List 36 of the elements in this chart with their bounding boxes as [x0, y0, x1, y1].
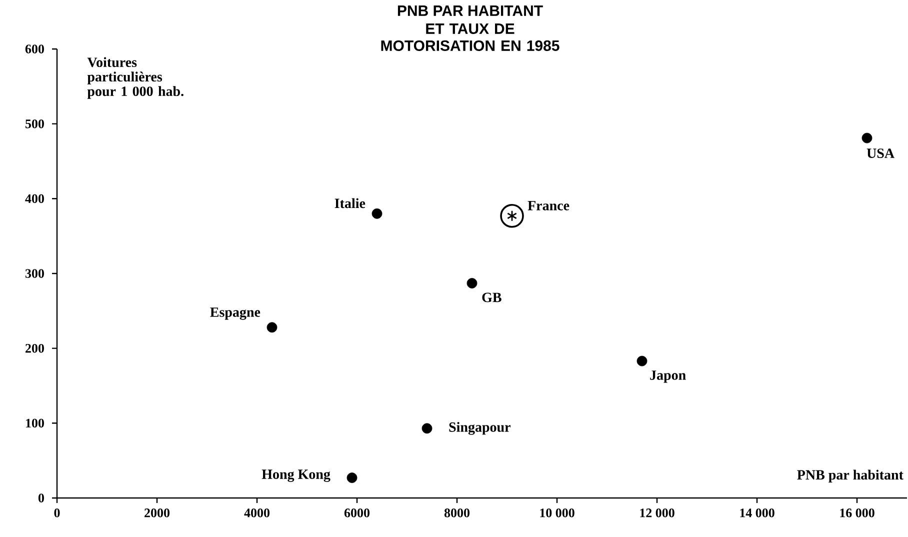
- x-axis-title: PNB par habitant: [797, 470, 904, 482]
- annotation: Italie: [334, 198, 366, 208]
- annotation: GB: [482, 292, 502, 302]
- point: [372, 208, 382, 219]
- x-tick-label: 14 000: [740, 508, 774, 518]
- x-tick-label: 2000: [144, 508, 170, 518]
- annotation: USA: [866, 148, 894, 158]
- y-tick-label: 200: [26, 344, 44, 353]
- point: [466, 278, 478, 288]
- annotation: Espagne: [210, 308, 260, 320]
- x-tick-label: 4000: [244, 508, 270, 518]
- y-tick-label: 0: [38, 494, 44, 502]
- y-tick-label: 300: [25, 269, 44, 278]
- annotation: France: [528, 201, 570, 210]
- annotation: Singapour: [449, 422, 510, 435]
- x-tick-label: 16 000: [840, 508, 874, 518]
- y-tick-label: 600: [25, 44, 44, 54]
- point: [266, 322, 278, 333]
- point: [500, 204, 524, 228]
- annotation: Hong Kong: [262, 470, 330, 482]
- point: [422, 423, 432, 434]
- annotation: Japon: [650, 370, 686, 383]
- point: [346, 472, 358, 483]
- y-axis-title: Voitures particulières pour 1 000 hab.: [87, 57, 184, 99]
- y-tick-label: 100: [26, 418, 44, 428]
- point: [862, 132, 872, 144]
- x-tick-label: 12 000: [640, 508, 674, 518]
- x-tick-label: 0: [54, 508, 60, 518]
- y-tick-label: 500: [25, 119, 44, 128]
- x-tick-label: 6000: [344, 508, 370, 518]
- chart-subtitle: ET TAUX DE MOTORISATION EN 1985: [381, 24, 560, 51]
- y-tick-label: 400: [25, 194, 44, 204]
- x-tick-label: 8000: [444, 508, 470, 518]
- x-tick-label: 10 000: [540, 508, 574, 518]
- point: [636, 356, 648, 366]
- chart-title: PNB PAR HABITANT: [398, 6, 543, 16]
